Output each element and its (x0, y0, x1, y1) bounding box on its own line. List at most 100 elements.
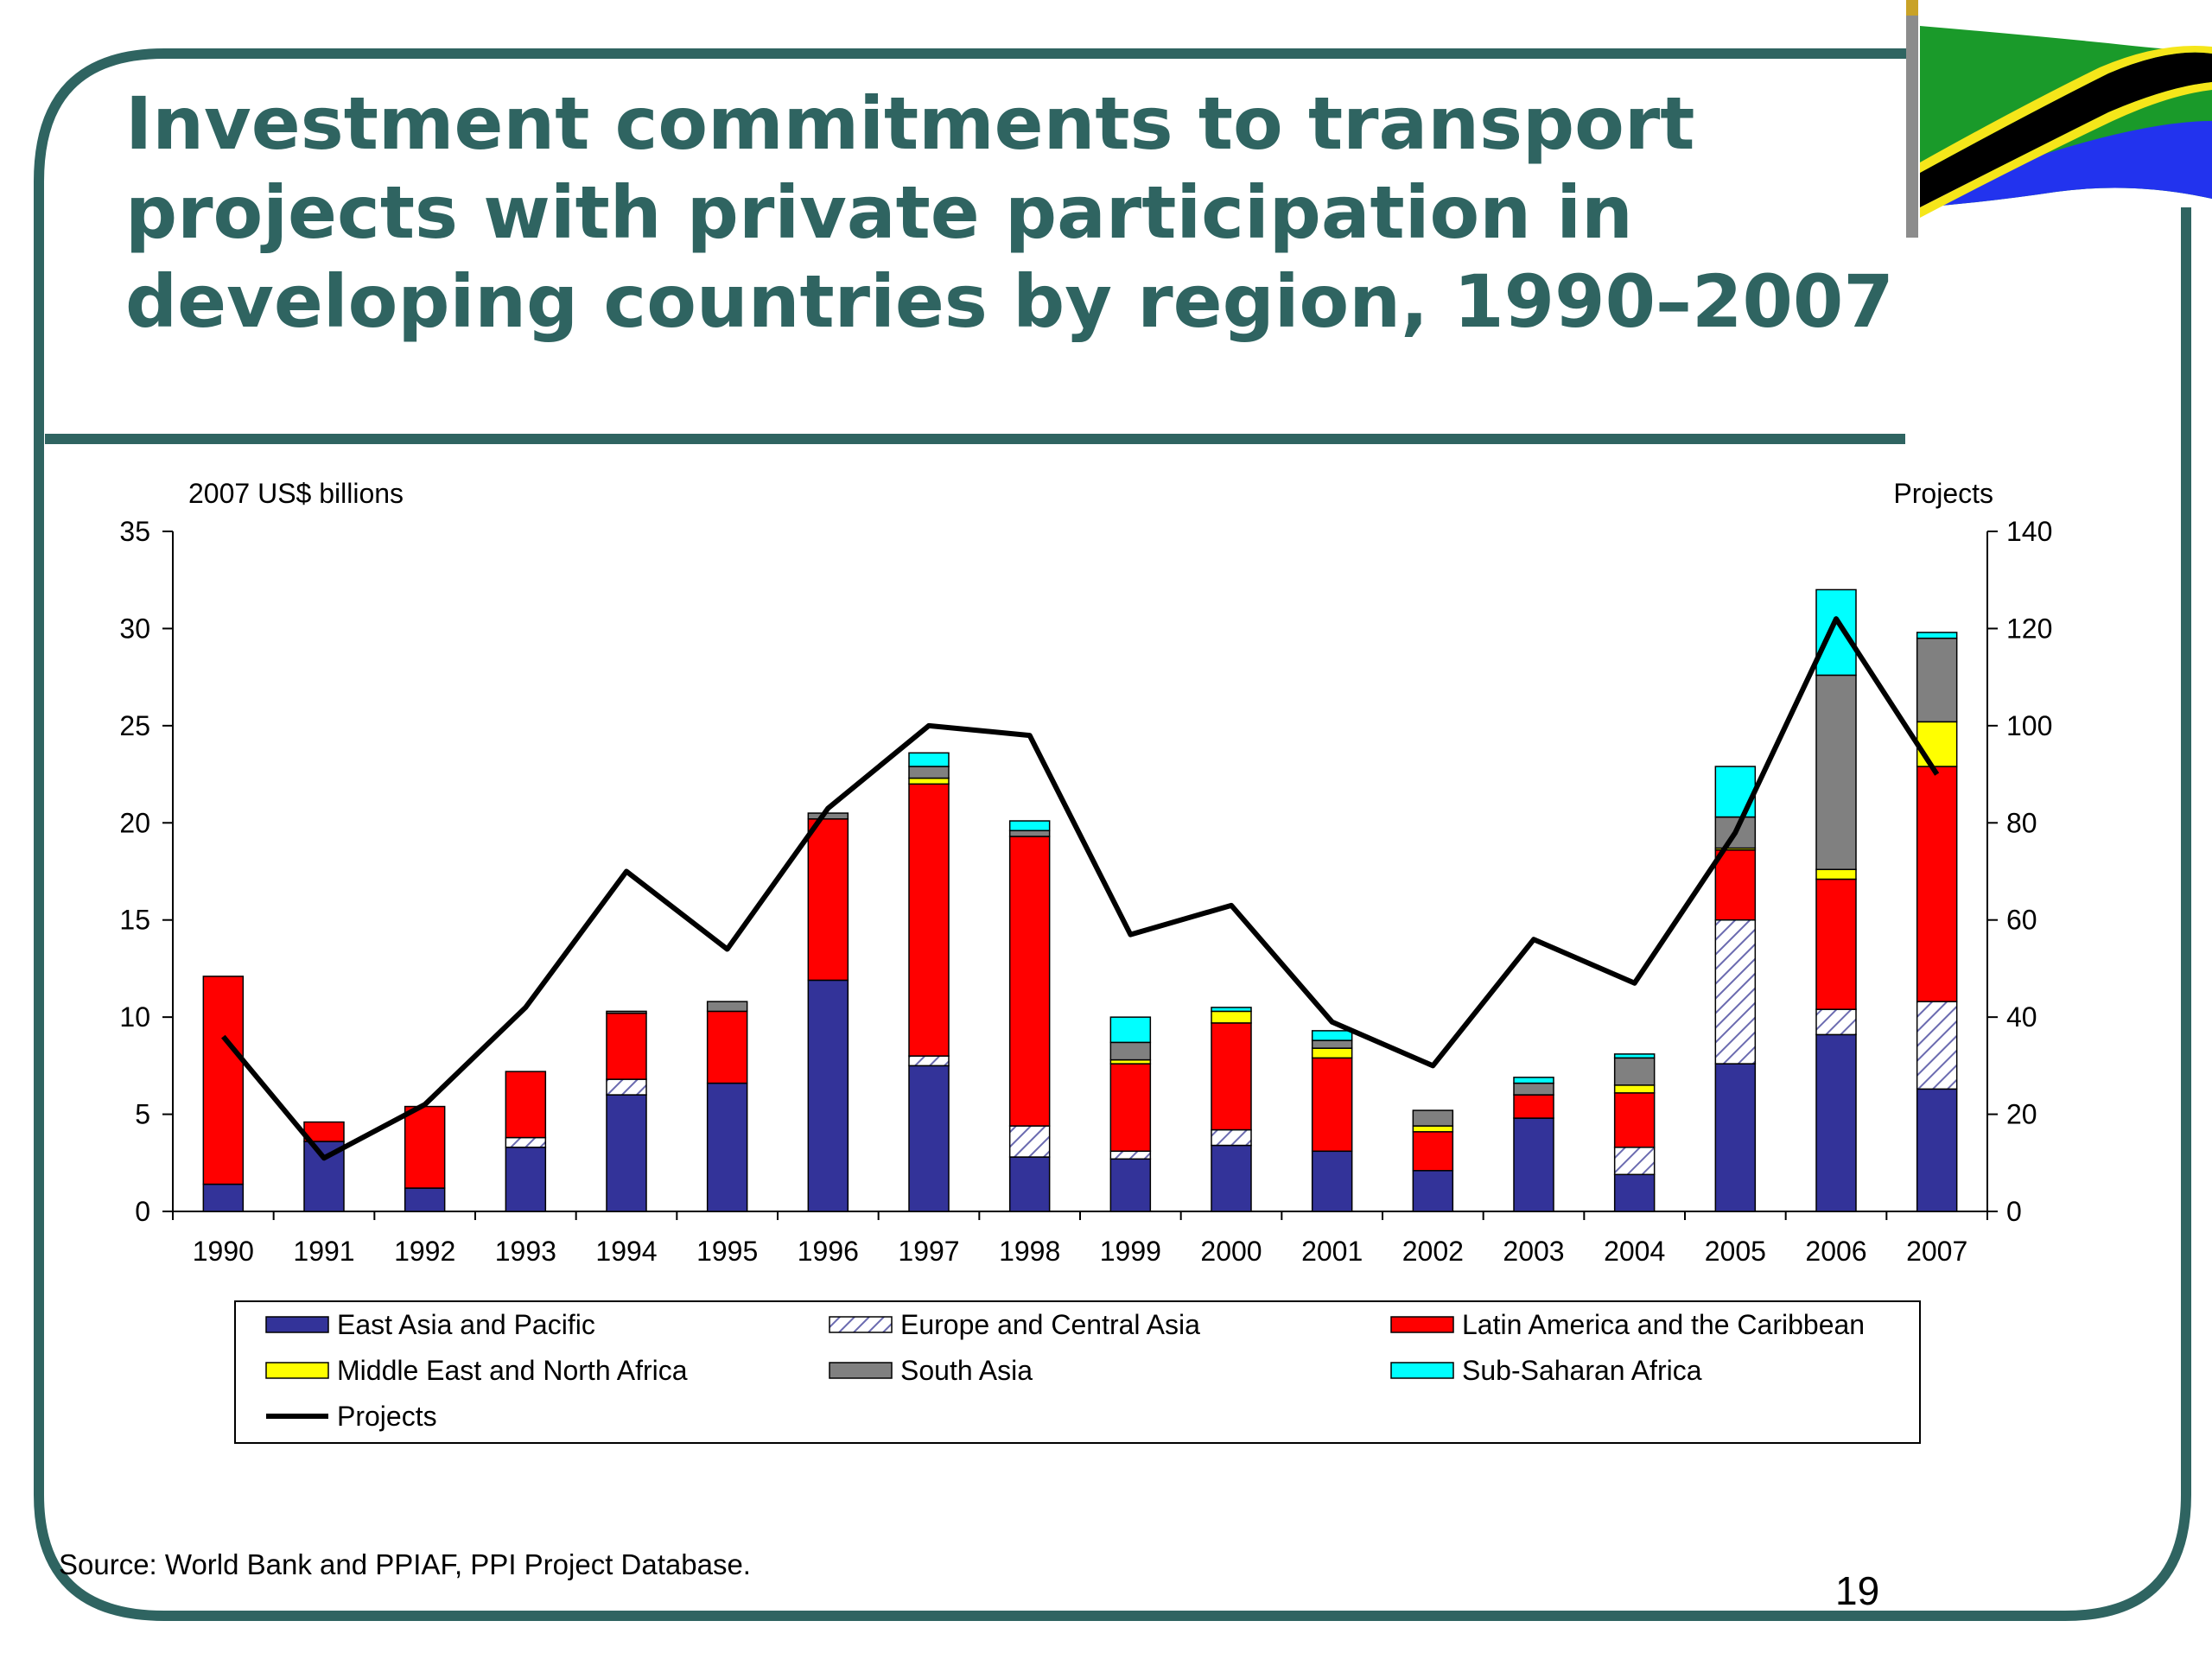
bar-segment (1613, 1092, 1656, 1148)
bar-segment (807, 818, 849, 982)
bar-segment (1109, 1063, 1152, 1153)
x-tick-label: 1993 (495, 1236, 556, 1267)
x-tick-label: 2005 (1705, 1236, 1766, 1267)
right-tick-label: 40 (2006, 1001, 2037, 1033)
bar-segment (1311, 1047, 1353, 1059)
x-tick-label: 2006 (1805, 1236, 1866, 1267)
bar-segment (1109, 1158, 1152, 1212)
right-tick-label: 20 (2006, 1099, 2037, 1130)
bar-segment (908, 1055, 950, 1067)
bar-segment (1311, 1030, 1353, 1041)
left-tick-label: 10 (119, 1001, 150, 1033)
chart-bars (202, 588, 1958, 1212)
bar-segment (1815, 878, 1857, 1010)
bar-segment (1613, 1057, 1656, 1086)
x-tick-label: 2000 (1200, 1236, 1262, 1267)
bar-segment (505, 1136, 547, 1148)
left-tick-label: 20 (119, 807, 150, 838)
legend-label: East Asia and Pacific (337, 1309, 595, 1340)
bar-segment (908, 783, 950, 1057)
x-tick-label: 2001 (1301, 1236, 1363, 1267)
chart-labels: 0 5 10 15 20 25 30 35 0 20 40 60 80 100 120 140 1990 1991… (119, 478, 2052, 1267)
bar-segment (1916, 1088, 1958, 1212)
bar-segment (706, 1010, 748, 1084)
legend-swatch (829, 1362, 893, 1379)
x-tick-label: 1994 (595, 1236, 657, 1267)
bar-segment (1613, 1053, 1656, 1059)
bar-segment (1714, 1063, 1757, 1212)
left-tick-label: 35 (119, 516, 150, 547)
legend-label: South Asia (900, 1355, 1033, 1386)
bar-segment (606, 1078, 647, 1096)
right-axis-title: Projects (1893, 478, 1993, 509)
slide-title: Investment commitments to transport proj… (125, 81, 1894, 344)
bar-segment (404, 1187, 446, 1212)
bar-segment (1008, 1125, 1051, 1158)
x-tick-label: 1996 (798, 1236, 859, 1267)
bar-segment (1513, 1082, 1554, 1096)
bar-segment (908, 1065, 950, 1212)
chart-axes (162, 531, 1998, 1220)
bar-segment (1008, 820, 1051, 832)
bar-segment (1916, 1001, 1958, 1090)
left-tick-label: 25 (119, 710, 150, 741)
bar-segment (908, 766, 950, 779)
bar-segment (1916, 632, 1958, 639)
bar-segment (1311, 1150, 1353, 1212)
right-tick-label: 0 (2006, 1196, 2022, 1227)
source-note: Source: World Bank and PPIAF, PPI Projec… (59, 1548, 751, 1580)
bar-segment (706, 1082, 748, 1212)
bar-segment (1513, 1077, 1554, 1084)
right-tick-label: 120 (2006, 613, 2052, 644)
tanzania-flag-icon (1906, 0, 2212, 238)
bar-segment (1211, 1007, 1252, 1013)
bar-segment (807, 979, 849, 1212)
bar-segment (1008, 836, 1051, 1127)
bar-segment (1714, 849, 1757, 921)
chart: 0 5 10 15 20 25 30 35 0 20 40 60 80 100 120 140 1990 1991… (119, 478, 2052, 1444)
bar-segment (505, 1071, 547, 1139)
bar-segment (202, 976, 245, 1185)
bar-segment (1613, 1147, 1656, 1176)
bar-segment (1815, 674, 1857, 871)
legend-swatch (1390, 1362, 1454, 1379)
right-tick-label: 80 (2006, 807, 2037, 838)
legend-label: Projects (337, 1401, 437, 1432)
bar-segment (908, 752, 950, 767)
bar-segment (1211, 1010, 1252, 1024)
bar-segment (1412, 1131, 1454, 1172)
slide-frame (34, 48, 2191, 1621)
bar-segment (1008, 1156, 1051, 1212)
bar-segment (1211, 1022, 1252, 1131)
right-tick-label: 140 (2006, 516, 2052, 547)
legend-swatch (829, 1316, 893, 1333)
x-tick-label: 2007 (1906, 1236, 1967, 1267)
bar-segment (1815, 868, 1857, 880)
legend-swatch (1390, 1316, 1454, 1333)
legend-label: Europe and Central Asia (900, 1309, 1200, 1340)
legend-label: Middle East and North Africa (337, 1355, 688, 1386)
bar-segment (1412, 1125, 1454, 1133)
bar-segment (1109, 1041, 1152, 1061)
bar-segment (606, 1010, 647, 1014)
left-tick-label: 30 (119, 613, 150, 644)
bar-segment (807, 812, 849, 820)
bar-segment (706, 1001, 748, 1013)
x-tick-label: 1997 (898, 1236, 959, 1267)
chart-legend: East Asia and Pacific Europe and Central … (234, 1300, 1921, 1444)
x-tick-label: 1990 (193, 1236, 254, 1267)
bar-segment (1815, 1033, 1857, 1212)
bar-segment (202, 1183, 245, 1212)
bar-segment (1714, 918, 1757, 1065)
bar-segment (1613, 1084, 1656, 1094)
bar-segment (1714, 766, 1757, 818)
bar-segment (606, 1012, 647, 1080)
bar-segment (1109, 1150, 1152, 1160)
x-tick-label: 1998 (999, 1236, 1060, 1267)
bar-segment (1613, 1173, 1656, 1212)
x-tick-label: 2002 (1402, 1236, 1464, 1267)
x-tick-label: 1991 (293, 1236, 354, 1267)
legend-swatch (265, 1362, 329, 1379)
x-tick-label: 1995 (696, 1236, 758, 1267)
